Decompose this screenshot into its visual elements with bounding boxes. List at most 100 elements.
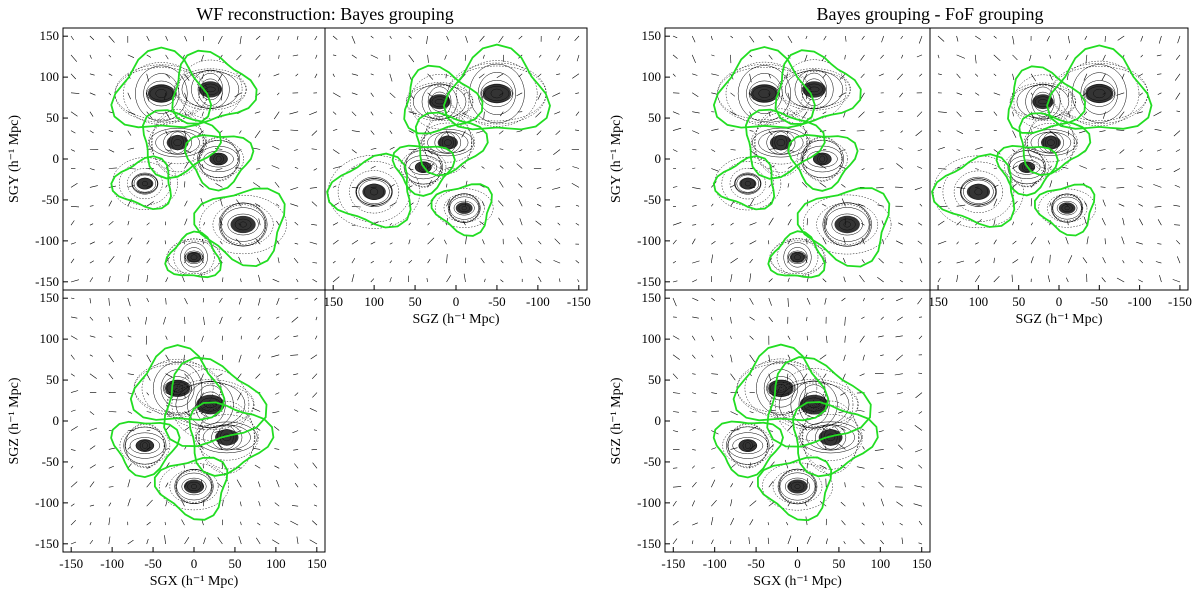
velocity-arrow bbox=[806, 238, 808, 245]
density-contour bbox=[788, 250, 807, 264]
velocity-arrow bbox=[749, 273, 752, 283]
velocity-arrow bbox=[554, 238, 561, 245]
velocity-arrow bbox=[127, 316, 131, 322]
density-contour bbox=[960, 176, 997, 207]
zero-density-contours bbox=[712, 46, 891, 279]
velocity-arrows bbox=[70, 35, 318, 283]
velocity-arrow bbox=[89, 427, 98, 431]
velocity-arrow bbox=[255, 373, 261, 379]
velocity-arrow bbox=[711, 354, 714, 358]
velocity-arrow bbox=[901, 537, 904, 545]
density-contour bbox=[824, 202, 871, 247]
velocity-arrow bbox=[389, 111, 393, 115]
velocity-arrows bbox=[332, 35, 580, 283]
velocity-arrow bbox=[217, 73, 223, 82]
panel-xy-1: 150 100 50 0 -50 -100 -150 SGY (h⁻¹ Mpc) bbox=[609, 27, 931, 291]
velocity-arrow bbox=[1157, 92, 1162, 95]
velocity-arrow bbox=[956, 73, 961, 79]
velocity-arrow bbox=[127, 479, 131, 488]
density-contour bbox=[942, 161, 1015, 222]
velocity-arrow bbox=[108, 335, 113, 338]
velocity-arrow bbox=[937, 54, 940, 59]
velocity-arrow bbox=[89, 521, 92, 526]
velocity-arrow bbox=[1046, 35, 1050, 42]
density-contour bbox=[1038, 188, 1096, 228]
velocity-arrow bbox=[672, 430, 679, 433]
velocity-arrow bbox=[1138, 73, 1143, 77]
velocity-arrow bbox=[203, 537, 206, 545]
velocity-arrow bbox=[538, 276, 542, 283]
zero-contour bbox=[129, 344, 226, 421]
velocity-arrow bbox=[806, 297, 811, 305]
velocity-arrow bbox=[146, 274, 149, 283]
velocity-arrow bbox=[89, 481, 95, 488]
velocity-arrow bbox=[574, 35, 580, 42]
velocity-arrow bbox=[859, 335, 865, 343]
density-contour bbox=[171, 368, 250, 441]
velocity-arrow bbox=[446, 35, 449, 41]
velocity-arrow bbox=[89, 335, 96, 338]
density-peak bbox=[966, 183, 991, 200]
velocity-arrow bbox=[822, 278, 827, 283]
density-contour bbox=[195, 414, 259, 461]
density-contour bbox=[772, 469, 823, 504]
velocity-arrow bbox=[899, 279, 903, 283]
velocity-arrow bbox=[801, 181, 808, 188]
velocity-arrow bbox=[291, 316, 299, 323]
x-axis-label: SGZ (h⁻¹ Mpc) bbox=[1015, 312, 1102, 327]
velocity-arrow bbox=[768, 54, 773, 60]
velocity-arrow bbox=[1101, 277, 1106, 283]
velocity-arrow bbox=[553, 149, 561, 155]
velocity-arrow bbox=[692, 73, 698, 76]
velocity-arrow bbox=[276, 220, 280, 226]
velocity-arrow bbox=[444, 239, 447, 245]
density-contour bbox=[783, 242, 812, 273]
velocity-arrow bbox=[787, 335, 791, 340]
density-peak bbox=[183, 479, 205, 494]
velocity-arrow bbox=[146, 521, 151, 526]
density-contour bbox=[227, 213, 259, 236]
velocity-arrow bbox=[730, 257, 738, 264]
velocity-arrow bbox=[273, 111, 280, 120]
velocity-arrow bbox=[408, 130, 414, 134]
velocity-arrow bbox=[874, 449, 884, 451]
y-tick-label: 50 bbox=[648, 372, 661, 387]
velocity-arrow bbox=[274, 181, 280, 188]
velocity-arrow bbox=[408, 111, 417, 115]
velocity-arrow bbox=[165, 54, 169, 60]
velocity-arrow bbox=[1012, 54, 1018, 61]
velocity-arrow bbox=[919, 257, 923, 264]
density-contour bbox=[218, 202, 268, 247]
velocity-arrow bbox=[822, 73, 827, 79]
velocity-arrow bbox=[217, 442, 223, 450]
panel-xy-0: 150 100 50 0 -50 -100 -150 SGY (h⁻¹ Mpc) bbox=[7, 27, 326, 291]
y-tick-label: 100 bbox=[642, 331, 662, 346]
velocity-arrow bbox=[804, 54, 808, 62]
velocity-arrow bbox=[238, 354, 242, 363]
velocity-arrow bbox=[1173, 168, 1181, 173]
velocity-arrow bbox=[805, 35, 808, 40]
velocity-arrow bbox=[861, 222, 865, 226]
velocity-arrow bbox=[272, 278, 280, 283]
density-contour bbox=[328, 154, 421, 229]
velocity-arrow bbox=[332, 111, 337, 115]
velocity-arrow bbox=[749, 35, 755, 43]
velocity-arrow bbox=[918, 542, 923, 545]
velocity-arrow bbox=[1174, 184, 1181, 188]
density-contour bbox=[434, 188, 494, 228]
velocity-arrow bbox=[480, 257, 485, 264]
velocity-arrow bbox=[692, 167, 696, 169]
x-tick-label: -150 bbox=[59, 556, 83, 571]
velocity-arrow bbox=[516, 92, 523, 97]
velocity-arrow bbox=[672, 392, 681, 394]
velocity-arrow bbox=[294, 297, 299, 300]
velocity-arrow bbox=[900, 35, 904, 40]
velocity-arrow bbox=[294, 167, 299, 169]
velocity-arrow bbox=[108, 354, 114, 363]
velocity-arrow bbox=[556, 54, 561, 61]
density-peak bbox=[789, 252, 806, 263]
velocity-arrow bbox=[108, 536, 111, 545]
x-axis-label: SGX (h⁻¹ Mpc) bbox=[753, 574, 842, 589]
velocity-arrow bbox=[217, 482, 223, 488]
velocity-arrow bbox=[876, 392, 884, 394]
